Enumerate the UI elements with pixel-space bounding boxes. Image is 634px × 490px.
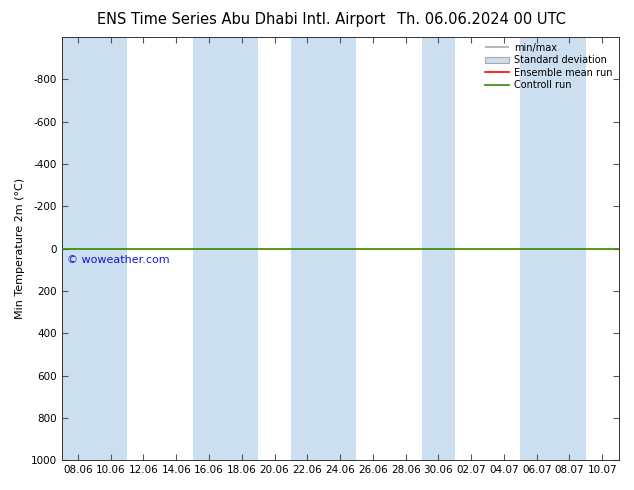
Bar: [521, 37, 586, 460]
Text: © woweather.com: © woweather.com: [67, 255, 170, 265]
Y-axis label: Min Temperature 2m (°C): Min Temperature 2m (°C): [15, 178, 25, 319]
Legend: min/max, Standard deviation, Ensemble mean run, Controll run: min/max, Standard deviation, Ensemble me…: [481, 39, 617, 94]
Text: Th. 06.06.2024 00 UTC: Th. 06.06.2024 00 UTC: [398, 12, 566, 27]
Bar: [422, 37, 455, 460]
Text: ENS Time Series Abu Dhabi Intl. Airport: ENS Time Series Abu Dhabi Intl. Airport: [96, 12, 385, 27]
Bar: [291, 37, 356, 460]
Bar: [193, 37, 258, 460]
Bar: [61, 37, 127, 460]
